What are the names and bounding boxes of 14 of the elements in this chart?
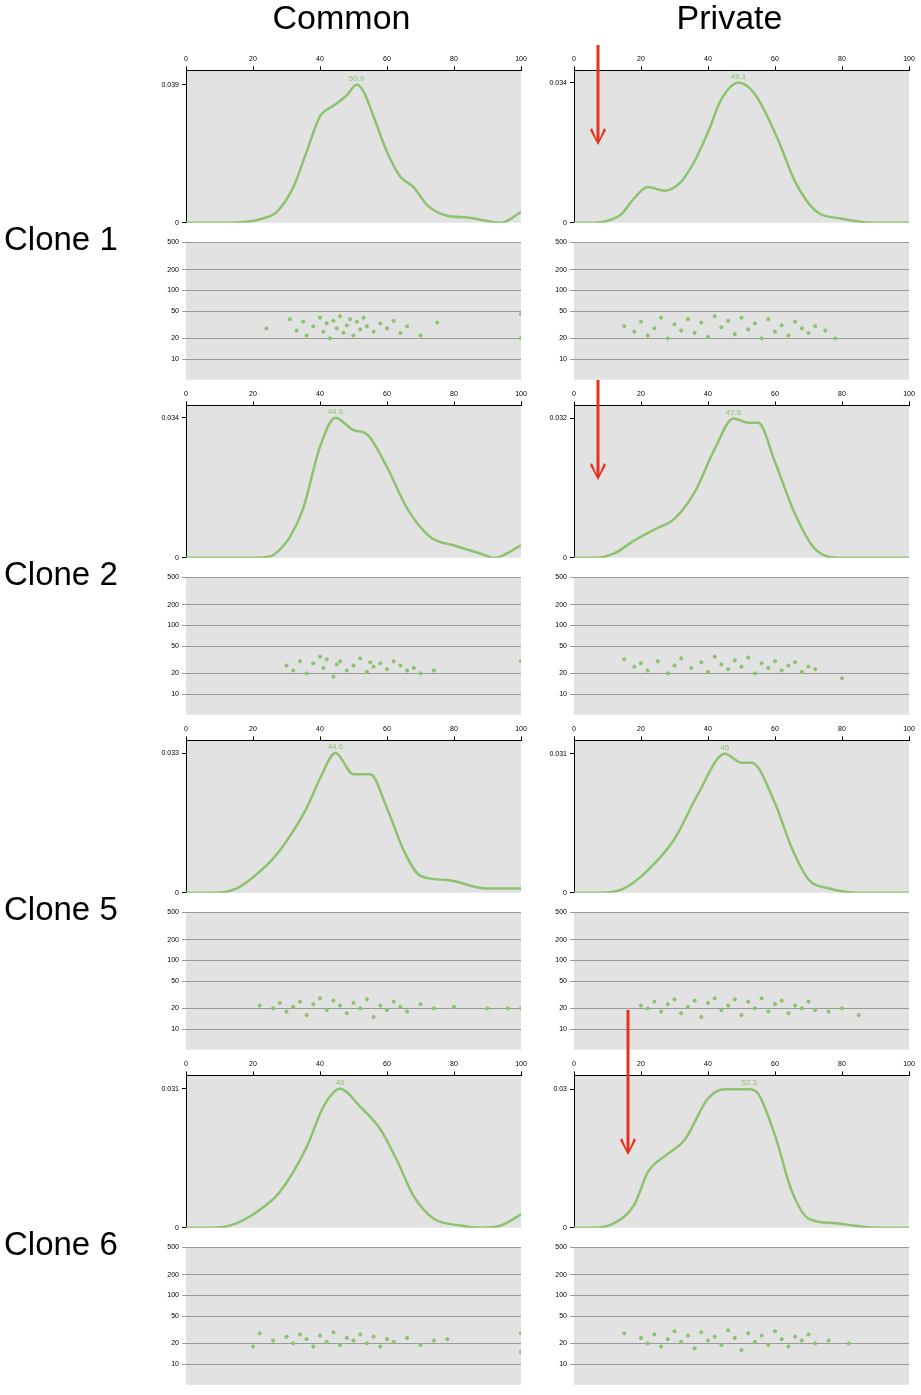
annotation: 49.1: [730, 71, 747, 81]
annotation: 47.6: [725, 407, 742, 417]
y-axis-title: Clone 6: [4, 1225, 119, 1263]
annotation: 45: [720, 743, 730, 753]
chart-title: Private: [675, 0, 784, 37]
y-axis-title: Clone 5: [4, 890, 119, 928]
y-axis-title: Clone 2: [4, 555, 119, 593]
annotation: 44.6: [327, 742, 344, 752]
annotation: 52.3: [741, 1078, 758, 1088]
chart-title: Common: [271, 0, 412, 37]
annotation: 44.6: [327, 406, 344, 416]
annotation: 50.9: [348, 73, 365, 83]
annotation: 46: [335, 1078, 346, 1088]
y-axis-title: Clone 1: [4, 220, 119, 258]
